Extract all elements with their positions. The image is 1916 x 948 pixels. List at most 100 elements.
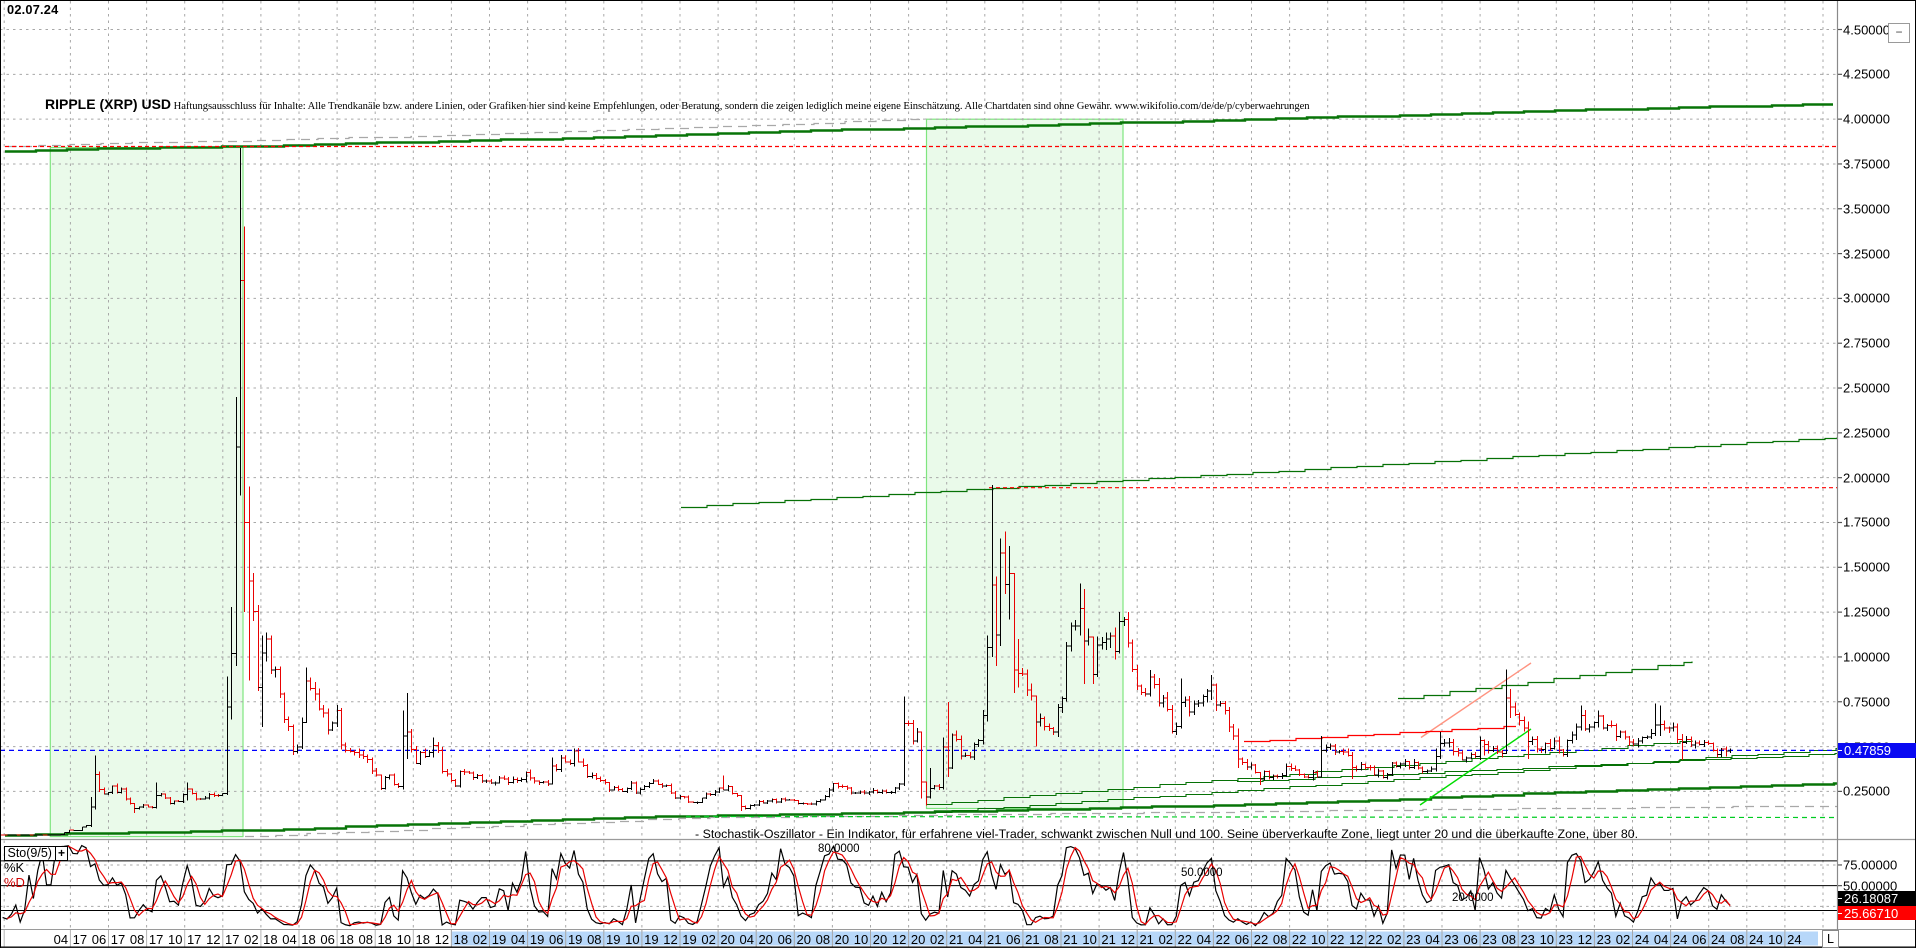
time-axis-label-year: 24 [1672,931,1688,947]
sto-level-label: 80.0000 [818,842,860,855]
time-axis-label: 08 20 [816,932,849,947]
time-axis-label-year: 24 [1749,931,1764,947]
time-axis-label: 08 17 [130,932,163,947]
time-axis-label-month: 04 [968,931,983,947]
sto-d-value-box: 25.66710 [1838,906,1916,921]
time-axis-label-month: 02 [701,931,716,947]
time-axis-label: 08 18 [358,932,391,947]
time-axis-label-month: 10 [1082,931,1097,947]
time-axis-label-year: 22 [1253,931,1269,947]
time-axis-selection[interactable] [451,931,1818,946]
price-axis-label: 1.00000 [1843,649,1890,665]
price-axis-label: 2.25000 [1843,425,1890,441]
time-axis-label: 06 22 [1235,932,1268,947]
time-axis-label-year: 19 [567,931,583,947]
time-axis-label-month: 12 [434,931,450,947]
mid-resistance [681,437,1838,509]
steep-salmon [1420,662,1532,739]
sto-d-line [6,845,1731,926]
time-axis-label-month: 10 [853,931,869,947]
time-axis-label-year: 17 [72,931,88,947]
time-axis-label-month: 12 [1120,931,1135,947]
time-axis-label-month: 06 [1691,931,1707,947]
time-axis-label-year: 17 [110,931,126,947]
time-axis-label-month: 04 [1653,931,1669,947]
price-series-up [7,147,1731,836]
red-resistance [1244,725,1516,743]
time-axis-label-month: 04 [1196,931,1212,947]
time-axis-label: 12 23 [1578,932,1611,947]
linked-range-button[interactable]: L [1822,930,1839,948]
time-axis-label: 04 20 [739,932,772,947]
price-axis-label: 4.50000 [1843,22,1890,37]
price-axis-label: 3.75000 [1843,156,1890,172]
time-axis-label-year: 20 [910,931,926,947]
time-axis-label-month: 04 [282,931,297,947]
time-axis-label-month: 10 [1539,931,1555,947]
collapse-button[interactable]: − [1888,23,1910,43]
time-axis-label-month: 12 [1349,931,1364,947]
time-axis-label: 06 23 [1463,932,1496,947]
time-axis-label: 10 20 [854,932,887,947]
time-axis-label-month: 02 [472,931,488,947]
sto-parameter-button[interactable]: Sto(9/5) [3,845,56,861]
time-axis-label: 08 19 [587,932,620,947]
time-axis-label-month: 12 [663,931,678,947]
sto-k-value: 26.18087 [1844,890,1899,906]
time-axis-label-month: 06 [548,931,564,947]
time-axis-label: 12 18 [435,932,468,947]
time-axis-label: 02 20 [701,932,734,947]
time-axis-label-month: 06 [777,931,793,947]
time-axis-label-year: 23 [1444,931,1459,947]
price-axis-label: 1.50000 [1843,559,1890,575]
time-axis-label: 06 21 [1006,932,1039,947]
sto-add-button[interactable]: + [55,845,68,861]
time-axis-label-month: 08 [815,931,831,947]
price-axis-label: 3.50000 [1843,201,1890,217]
time-axis-label: 08 22 [1273,932,1306,947]
chart-date: 02.07.24 [7,2,59,17]
time-axis-label-year: 24 [1710,931,1726,947]
time-axis-label: 12 19 [663,932,696,947]
time-axis-label: 10 24 [1768,932,1801,947]
time-axis-label-month: 10 [1310,931,1326,947]
time-axis-label-year: 20 [872,931,888,947]
time-axis-label-year: 21 [987,931,1002,947]
time-axis-label-month: 08 [1272,931,1288,947]
time-axis-label-month: 12 [206,931,221,947]
time-axis-label-month: 06 [1234,931,1250,947]
time-axis-label-month: 08 [587,931,602,947]
time-axis-label-month: 04 [53,931,69,947]
time-axis-label: 08 21 [1044,932,1077,947]
time-axis-label: 10 21 [1082,932,1115,947]
time-axis-label-month: 10 [625,931,640,947]
time-axis-label: 02 22 [1159,932,1192,947]
time-axis-label-year: 17 [148,931,164,947]
upper-channel-gray [8,118,927,148]
chart-title-line: RIPPLE (XRP) USD Haftungsausschluss für … [45,96,1310,112]
gridlines [0,1,1837,930]
support-dashed-green [685,815,1838,819]
time-axis-label-year: 18 [263,931,278,947]
time-axis-label-month: 08 [1730,931,1745,947]
time-axis-label: 06 20 [778,932,811,947]
time-axis-label: 06 17 [92,932,125,947]
time-axis-label-year: 21 [1139,931,1154,947]
time-axis-label-year: 18 [339,931,354,947]
time-axis-label-year: 24 [1787,931,1802,947]
sto-k-legend: %K [4,860,25,875]
time-axis-label-year: 22 [1177,931,1193,947]
sto-k-value-box: 26.18087 [1838,891,1916,906]
time-axis-label-year: 19 [529,931,545,947]
time-axis-label-year: 22 [1291,931,1307,947]
short-resistance [1398,661,1693,700]
price-axis-label: 0.75000 [1843,694,1890,710]
time-axis-label-year: 18 [377,931,392,947]
support-c [1237,752,1837,783]
time-axis-label: 10 23 [1540,932,1573,947]
sto-description: - Stochastik-Oszillator - Ein Indikator,… [695,826,1639,841]
price-axis-label: 4.00000 [1843,111,1890,127]
time-axis-label: 04 18 [282,932,315,947]
time-axis-label-month: 02 [1158,931,1174,947]
